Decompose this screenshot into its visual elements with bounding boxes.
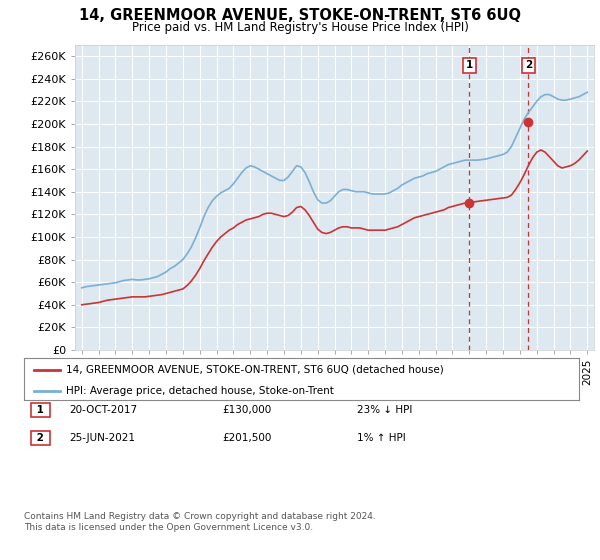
Text: 14, GREENMOOR AVENUE, STOKE-ON-TRENT, ST6 6UQ (detached house): 14, GREENMOOR AVENUE, STOKE-ON-TRENT, ST…: [65, 365, 443, 375]
Text: 14, GREENMOOR AVENUE, STOKE-ON-TRENT, ST6 6UQ: 14, GREENMOOR AVENUE, STOKE-ON-TRENT, ST…: [79, 8, 521, 24]
Text: 1: 1: [33, 405, 47, 415]
Text: 20-OCT-2017: 20-OCT-2017: [69, 405, 137, 415]
Text: 23% ↓ HPI: 23% ↓ HPI: [357, 405, 412, 415]
Text: HPI: Average price, detached house, Stoke-on-Trent: HPI: Average price, detached house, Stok…: [65, 386, 334, 396]
Text: 2: 2: [33, 433, 47, 443]
Text: Price paid vs. HM Land Registry's House Price Index (HPI): Price paid vs. HM Land Registry's House …: [131, 21, 469, 34]
Text: 2: 2: [524, 60, 532, 70]
Text: 1: 1: [466, 60, 473, 70]
Text: £201,500: £201,500: [222, 433, 271, 443]
Text: Contains HM Land Registry data © Crown copyright and database right 2024.
This d: Contains HM Land Registry data © Crown c…: [24, 512, 376, 532]
Text: £130,000: £130,000: [222, 405, 271, 415]
Text: 1% ↑ HPI: 1% ↑ HPI: [357, 433, 406, 443]
Text: 25-JUN-2021: 25-JUN-2021: [69, 433, 135, 443]
